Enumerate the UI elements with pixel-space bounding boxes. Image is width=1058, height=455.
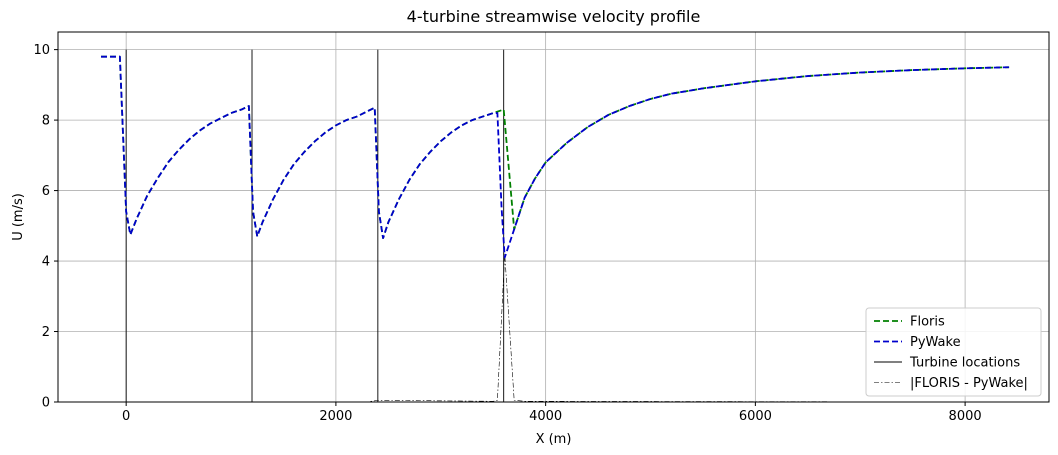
y-tick-label: 2	[42, 325, 50, 340]
legend-box	[865, 307, 1042, 397]
x-tick-label: 6000	[739, 409, 772, 424]
x-tick-label: 0	[122, 409, 130, 424]
x-tick-label: 4000	[529, 409, 562, 424]
y-tick-label: 8	[42, 114, 50, 129]
y-axis-title: U (m/s)	[11, 193, 26, 241]
legend-label-pywake: PyWake	[910, 335, 961, 350]
legend-label-floris: Floris	[910, 315, 945, 330]
legend-label-floris-pywake: |FLORIS - PyWake|	[910, 376, 1028, 391]
x-tick-label: 8000	[949, 409, 982, 424]
legend: Floris PyWake Turbine locations |FLORIS - P…	[865, 307, 1042, 397]
x-axis-ticks: 0 2000 4000 6000 8000	[122, 402, 982, 424]
plot-frame	[57, 31, 1050, 403]
legend-label-turbine-locations: Turbine locations	[909, 356, 1020, 371]
chart-title: 4-turbine streamwise velocity profile	[407, 7, 701, 26]
y-axis-ticks: 0 2 4 6 8 10	[33, 43, 58, 411]
x-tick-label: 2000	[319, 409, 352, 424]
y-tick-label: 10	[33, 43, 50, 58]
x-axis-title: X (m)	[536, 432, 572, 447]
series-layer	[101, 49, 1010, 403]
y-tick-label: 4	[42, 255, 50, 270]
series-line-pywake	[101, 55, 1010, 259]
y-tick-label: 6	[42, 184, 50, 199]
y-tick-label: 0	[42, 396, 50, 411]
series-line-floris-pywake	[101, 253, 1010, 403]
